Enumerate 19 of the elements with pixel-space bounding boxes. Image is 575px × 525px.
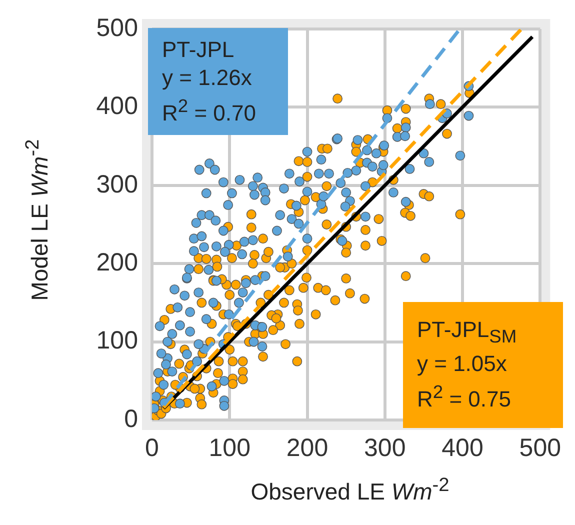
x-tick-label: 300 [364, 434, 406, 462]
annotation: y = 1.26x [162, 64, 253, 92]
x-tick-label: 200 [286, 434, 328, 462]
y-tick-label: 300 [96, 170, 138, 198]
x-tick-label: 100 [208, 434, 250, 462]
annotation: PT-JPL [162, 36, 236, 64]
y-tick-label: 0 [124, 404, 138, 433]
annotation: PT-JPL$_{SM}$ [417, 316, 518, 348]
x-tick-label: 0 [145, 434, 159, 462]
y-tick-label: 200 [96, 248, 138, 276]
annotation: y = 1.05x [417, 350, 508, 378]
y-tick-label: 400 [96, 92, 138, 120]
y-tick-label: 100 [96, 326, 138, 355]
annotation: R$^{2}$ = 0.75 [417, 380, 512, 414]
x-axis-title: Observed LE Wm$^{-2}$ [250, 475, 450, 506]
y-tick-label: 500 [96, 14, 138, 42]
x-tick-label: 500 [519, 434, 562, 462]
x-tick-label: 400 [442, 434, 484, 462]
annotation: R$^{2}$ = 0.70 [162, 94, 257, 128]
